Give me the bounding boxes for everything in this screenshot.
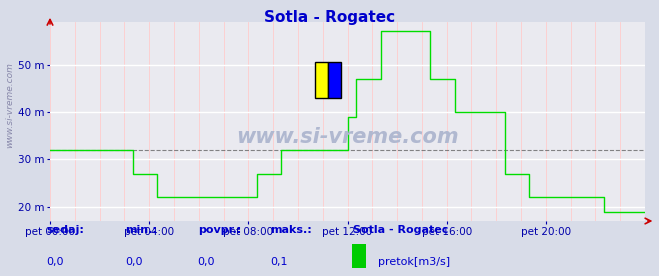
Text: sedaj:: sedaj: [46,225,84,235]
Text: min.:: min.: [125,225,157,235]
FancyBboxPatch shape [328,62,341,98]
Text: 0,0: 0,0 [46,257,64,267]
Text: pretok[m3/s]: pretok[m3/s] [378,257,449,267]
Text: www.si-vreme.com: www.si-vreme.com [236,128,459,147]
FancyBboxPatch shape [315,62,328,98]
Text: 0,1: 0,1 [270,257,288,267]
Text: maks.:: maks.: [270,225,312,235]
Text: www.si-vreme.com: www.si-vreme.com [5,62,14,148]
Text: 0,0: 0,0 [125,257,143,267]
Text: Sotla - Rogatec: Sotla - Rogatec [353,225,448,235]
Text: 0,0: 0,0 [198,257,215,267]
Text: povpr.:: povpr.: [198,225,241,235]
Text: Sotla - Rogatec: Sotla - Rogatec [264,10,395,25]
